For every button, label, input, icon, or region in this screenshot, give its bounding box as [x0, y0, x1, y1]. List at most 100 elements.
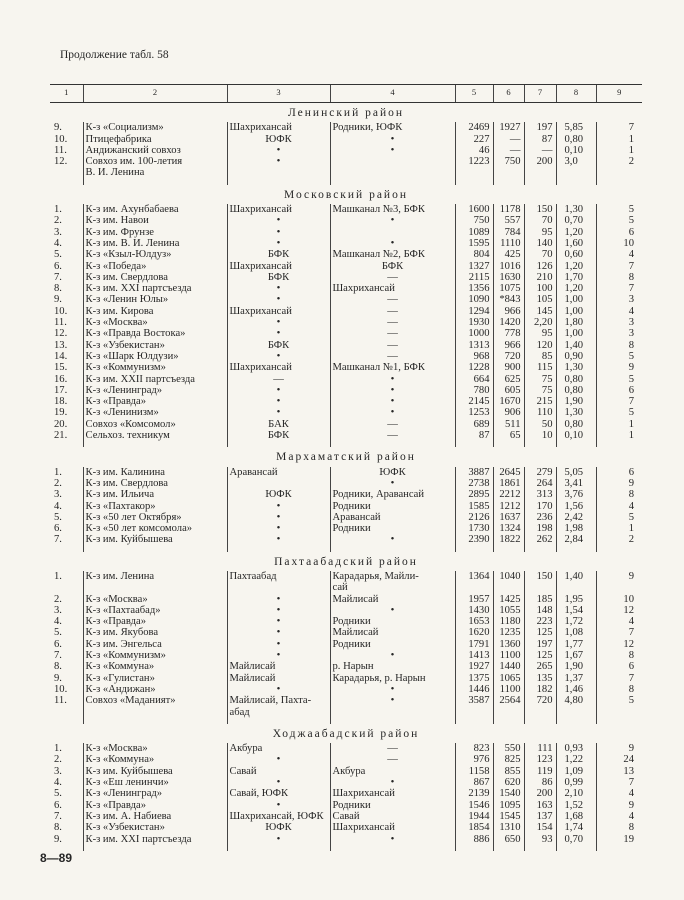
water-source-2: Родники [329, 500, 455, 512]
table-row: 2. К-з им. Свердлова • 2738 1861 264 3,41 9 [50, 477, 642, 490]
water-source: Савай [226, 765, 330, 778]
water-source: Шахрихансай [226, 122, 330, 134]
water-source: • [226, 604, 330, 617]
value-col5: 804 [454, 249, 493, 261]
value-col7: 154 [523, 822, 556, 834]
row-number: 11. [54, 144, 67, 156]
value-col8: 1,46 [555, 683, 596, 696]
value-col6: 1360 [492, 638, 524, 651]
farm-name: К-з им. А. Набиева [82, 810, 227, 823]
water-source-2: Шахрихансай [329, 788, 455, 800]
value-col8: 1,95 [555, 593, 596, 605]
value-col8: 1,80 [555, 317, 596, 329]
row-number: 2. [54, 593, 62, 605]
water-source-2: БФК [329, 260, 455, 272]
value-col8: 1,37 [555, 672, 596, 684]
value-col6: 1927 [492, 122, 524, 134]
value-col6: 784 [492, 226, 524, 238]
value-col7: 123 [523, 754, 556, 766]
water-source: • [226, 534, 330, 546]
value-col9: 4 [595, 305, 642, 318]
section-spacer [50, 441, 642, 448]
water-source-2: Шахрихансай [329, 822, 455, 834]
spacer-cell [82, 717, 227, 724]
water-source: • [226, 294, 330, 306]
farm-name: К-з «Ленинизм» [82, 407, 227, 419]
spacer-cell [226, 844, 330, 851]
value-col8: 1,77 [555, 638, 596, 651]
spacer-cell [595, 545, 642, 552]
water-source: • [226, 777, 330, 789]
value-col5: 1791 [454, 638, 493, 651]
value-col6: 778 [492, 328, 524, 340]
value-col5: 1364 [454, 570, 493, 594]
water-source: БФК [226, 430, 330, 442]
farm-name: К-з «Москва» [82, 593, 227, 605]
value-col9: 1 [595, 133, 642, 145]
value-col7: 150 [523, 204, 556, 216]
value-col8: 1,56 [555, 500, 596, 512]
value-col7: 236 [523, 511, 556, 524]
water-source-2: Майлисай [329, 593, 455, 605]
water-source-2: — [329, 350, 455, 363]
water-source-2: Аравансай [329, 511, 455, 524]
table-row: 7. К-з им. Свердлова БФК —2115 1630 210 1,70 8 [50, 271, 642, 284]
water-source: • [226, 226, 330, 238]
table-row: 9. К-з им. XXI партсъезда • • 886 650 93 0,70 19 [50, 833, 642, 845]
value-col5: 750 [454, 215, 493, 227]
water-source: Майлисай [226, 672, 330, 684]
table-row: 17. К-з «Ленинград» • • 780 605 75 0,80 6 [50, 384, 642, 397]
farm-name: К-з им. Навои [82, 215, 227, 227]
farm-name: К-з им. Свердлова [82, 271, 227, 284]
water-source: Савай, ЮФК [226, 788, 330, 800]
value-col7: 105 [523, 294, 556, 306]
value-col8: 1,20 [555, 283, 596, 295]
spacer-cell [555, 717, 596, 724]
table-row: 6. К-з «Правда» • Родники 1546 1095 163 1,52 9 [50, 799, 642, 811]
value-col8: 3,41 [555, 477, 596, 490]
value-col9: 8 [595, 271, 642, 284]
spacer-cell [595, 844, 642, 851]
water-source: ЮФК [226, 489, 330, 501]
value-col5: 2126 [454, 511, 493, 524]
district-heading-row: Ленинский район [50, 103, 642, 123]
water-source-2: • [329, 144, 455, 157]
farm-name: К-з им. Куйбышева [82, 534, 227, 546]
value-col9: 3 [595, 317, 642, 329]
value-col8: 0,99 [555, 777, 596, 789]
spacer-cell [82, 178, 227, 185]
value-col6: 906 [492, 407, 524, 419]
value-col7: 95 [523, 226, 556, 238]
table-row: 10. К-з им. Кирова Шахрихансай —1294 966 145 1… [50, 305, 642, 318]
row-number: 7. [54, 650, 62, 662]
water-source: Пахтаабад [226, 570, 330, 594]
water-source: Шахрихансай [226, 362, 330, 374]
farm-name: Совхоз «Маданият» [82, 695, 227, 718]
value-col5: 1375 [454, 672, 493, 684]
value-col9: 7 [595, 672, 642, 684]
value-col7: 140 [523, 237, 556, 250]
value-col7: 163 [523, 799, 556, 811]
spacer-cell [492, 844, 524, 851]
value-col5: 1620 [454, 627, 493, 639]
value-col8: 0,10 [555, 430, 596, 442]
value-col7: 210 [523, 271, 556, 284]
value-col7: 50 [523, 418, 556, 431]
water-source: Аравансай [226, 466, 330, 478]
value-col6: 1065 [492, 672, 524, 684]
water-source: Шахрихансай [226, 204, 330, 216]
value-col8: 0,70 [555, 833, 596, 845]
water-source: • [226, 317, 330, 329]
value-col8: 1,67 [555, 650, 596, 662]
value-col5: 87 [454, 430, 493, 442]
row-number: 14. [54, 350, 68, 362]
table-row: 3. К-з «Пахтаабад» • • 1430 1055 148 1,54 12 [50, 604, 642, 617]
farm-name: Андижанский совхоз [82, 144, 227, 157]
value-col7: 70 [523, 215, 556, 227]
spacer-cell [82, 844, 227, 851]
spacer-cell [329, 441, 455, 448]
row-number: 20. [54, 418, 68, 430]
value-col9: 6 [595, 226, 642, 238]
value-col6: *843 [492, 294, 524, 306]
